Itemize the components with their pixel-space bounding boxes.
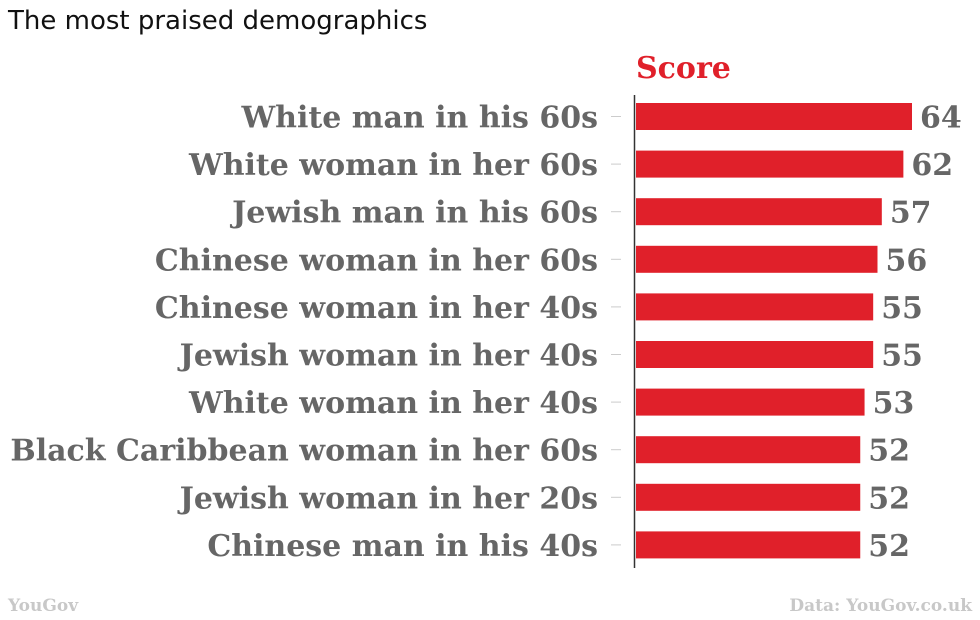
source-logo-text: YouGov xyxy=(8,596,79,616)
bar xyxy=(636,198,882,226)
bar xyxy=(636,531,861,559)
value-label: 55 xyxy=(881,291,923,326)
bar xyxy=(636,341,874,368)
value-label: 57 xyxy=(890,196,932,231)
bar xyxy=(636,103,912,130)
data-source-credit: Data: YouGov.co.uk xyxy=(789,596,972,616)
bar xyxy=(636,483,861,511)
category-label: Jewish woman in her 20s xyxy=(177,481,598,516)
value-label: 56 xyxy=(886,243,928,278)
value-label: 62 xyxy=(911,148,953,183)
category-label: Jewish man in his 60s xyxy=(229,196,598,231)
category-label: Jewish woman in her 40s xyxy=(177,339,598,374)
category-label: Black Caribbean woman in her 60s xyxy=(10,434,598,469)
bar xyxy=(636,245,878,273)
value-label: 52 xyxy=(868,481,910,516)
category-label: White woman in her 60s xyxy=(188,148,598,183)
value-label: 52 xyxy=(868,434,910,469)
chart-title: The most praised demographics xyxy=(8,6,428,36)
category-label: White woman in her 40s xyxy=(188,386,598,421)
value-label: 55 xyxy=(881,339,923,374)
bars-group: White man in his 60s 64 White woman in her… xyxy=(10,101,961,564)
value-label: 64 xyxy=(920,101,962,136)
bar xyxy=(636,150,904,178)
bar xyxy=(636,388,865,416)
category-label: Chinese woman in her 40s xyxy=(155,291,598,326)
bar xyxy=(636,293,874,321)
category-label: White man in his 60s xyxy=(240,101,598,136)
series-label: Score xyxy=(636,51,731,86)
bar xyxy=(636,436,861,464)
category-label: Chinese woman in her 60s xyxy=(155,243,598,278)
value-label: 53 xyxy=(873,386,915,421)
category-label: Chinese man in his 40s xyxy=(207,529,598,564)
value-label: 52 xyxy=(868,529,910,564)
